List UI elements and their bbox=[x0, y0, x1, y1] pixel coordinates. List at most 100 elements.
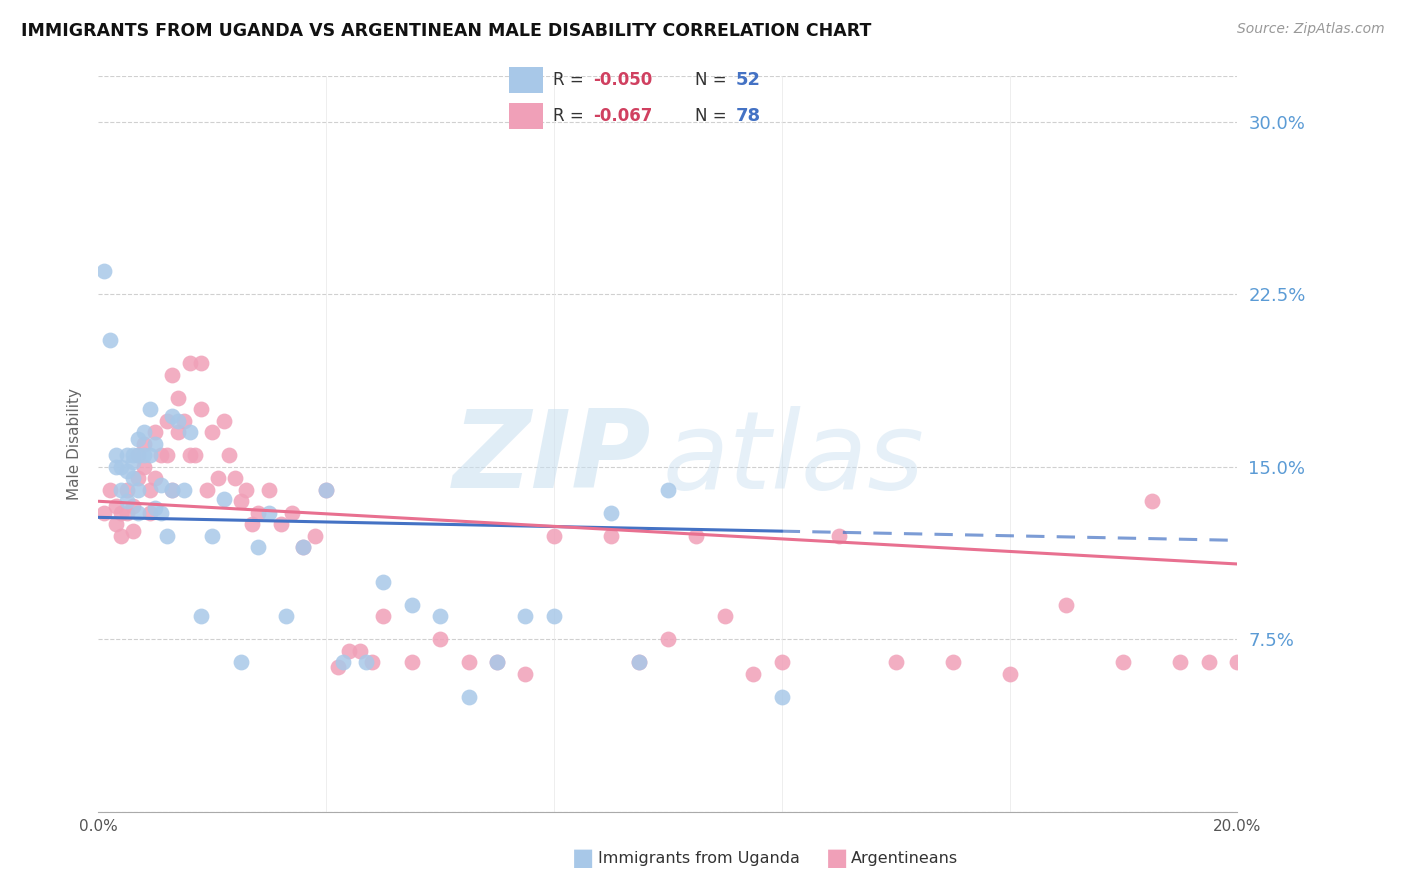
Point bbox=[304, 529, 326, 543]
Point bbox=[235, 483, 257, 497]
Point bbox=[1226, 655, 1249, 669]
Text: -0.050: -0.050 bbox=[593, 70, 652, 88]
Text: Immigrants from Uganda: Immigrants from Uganda bbox=[598, 851, 800, 865]
Point bbox=[121, 455, 143, 469]
Point bbox=[138, 402, 160, 417]
Point bbox=[212, 414, 235, 428]
Y-axis label: Male Disability: Male Disability bbox=[67, 388, 83, 500]
Point bbox=[104, 499, 127, 513]
Point bbox=[162, 483, 184, 497]
Point bbox=[1112, 655, 1135, 669]
Point bbox=[998, 666, 1021, 681]
Point bbox=[138, 483, 160, 497]
Point bbox=[770, 655, 793, 669]
Point bbox=[104, 459, 127, 474]
Point bbox=[229, 655, 252, 669]
Point bbox=[110, 483, 132, 497]
Text: ZIP: ZIP bbox=[453, 406, 651, 511]
Bar bbox=[509, 103, 543, 128]
Text: atlas: atlas bbox=[662, 406, 924, 511]
Point bbox=[224, 471, 246, 485]
Point bbox=[332, 655, 354, 669]
Point bbox=[240, 517, 263, 532]
Point bbox=[201, 425, 224, 440]
Point bbox=[207, 471, 229, 485]
Point bbox=[179, 425, 201, 440]
Text: Argentineans: Argentineans bbox=[851, 851, 957, 865]
Point bbox=[942, 655, 965, 669]
Point bbox=[115, 494, 138, 508]
Point bbox=[360, 655, 382, 669]
Bar bbox=[509, 67, 543, 93]
Point bbox=[150, 478, 173, 492]
Point bbox=[1284, 655, 1306, 669]
Point bbox=[190, 402, 212, 417]
Point bbox=[121, 499, 143, 513]
Point bbox=[276, 609, 298, 624]
Text: N =: N = bbox=[695, 107, 731, 125]
Point bbox=[259, 506, 281, 520]
Point bbox=[110, 459, 132, 474]
Point bbox=[132, 425, 155, 440]
Point bbox=[93, 264, 115, 278]
Point bbox=[1056, 598, 1078, 612]
Point bbox=[115, 506, 138, 520]
Point bbox=[156, 414, 179, 428]
Point bbox=[201, 529, 224, 543]
Point bbox=[150, 448, 173, 462]
Point bbox=[457, 655, 479, 669]
Point bbox=[543, 529, 565, 543]
Point bbox=[162, 409, 184, 424]
Point bbox=[150, 506, 173, 520]
Point bbox=[401, 598, 423, 612]
Point bbox=[145, 425, 167, 440]
Point bbox=[138, 448, 160, 462]
Point bbox=[162, 368, 184, 382]
Point bbox=[1170, 655, 1192, 669]
Point bbox=[628, 655, 651, 669]
Point bbox=[229, 494, 252, 508]
Point bbox=[246, 506, 269, 520]
Point bbox=[457, 690, 479, 704]
Point bbox=[98, 333, 121, 347]
Point bbox=[218, 448, 240, 462]
Text: Source: ZipAtlas.com: Source: ZipAtlas.com bbox=[1237, 22, 1385, 37]
Point bbox=[184, 448, 207, 462]
Point bbox=[315, 483, 337, 497]
Point bbox=[1340, 494, 1362, 508]
Text: ■: ■ bbox=[572, 847, 595, 870]
Point bbox=[349, 644, 371, 658]
Point bbox=[600, 529, 623, 543]
Point bbox=[281, 506, 304, 520]
Point bbox=[127, 506, 149, 520]
Point bbox=[742, 666, 765, 681]
Point bbox=[121, 448, 143, 462]
Point bbox=[543, 609, 565, 624]
Text: 78: 78 bbox=[735, 107, 761, 125]
Point bbox=[127, 432, 149, 446]
Point bbox=[110, 506, 132, 520]
Point bbox=[156, 529, 179, 543]
Text: 52: 52 bbox=[735, 70, 761, 88]
Point bbox=[110, 529, 132, 543]
Text: N =: N = bbox=[695, 70, 731, 88]
Point bbox=[685, 529, 707, 543]
Point bbox=[486, 655, 509, 669]
Point bbox=[315, 483, 337, 497]
Point bbox=[121, 471, 143, 485]
Point bbox=[515, 609, 537, 624]
Point bbox=[657, 632, 679, 647]
Point bbox=[104, 517, 127, 532]
Point bbox=[1254, 655, 1277, 669]
Point bbox=[373, 574, 395, 589]
Point bbox=[127, 448, 149, 462]
Point bbox=[246, 541, 269, 555]
Point bbox=[145, 501, 167, 516]
Point bbox=[115, 483, 138, 497]
Point bbox=[173, 414, 195, 428]
Point bbox=[515, 666, 537, 681]
Point bbox=[270, 517, 292, 532]
Point bbox=[190, 609, 212, 624]
Point bbox=[179, 448, 201, 462]
Point bbox=[373, 609, 395, 624]
